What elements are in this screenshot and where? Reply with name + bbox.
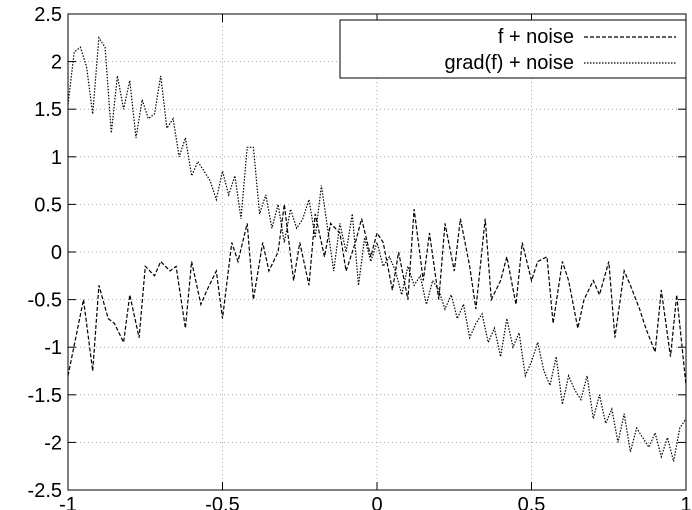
y-tick-label: 2.5 bbox=[34, 4, 62, 26]
series-lines bbox=[67, 36, 687, 462]
x-tick-label: -0.5 bbox=[205, 494, 239, 510]
y-tick-label: -1.5 bbox=[28, 385, 62, 407]
y-tick-label: -2.5 bbox=[28, 480, 62, 502]
legend-label-f-noise: f + noise bbox=[498, 26, 574, 48]
x-tick-label: 0.5 bbox=[518, 494, 546, 510]
legend: f + noise grad(f) + noise bbox=[339, 19, 687, 79]
y-tick-label: -0.5 bbox=[28, 290, 62, 312]
legend-box bbox=[339, 19, 687, 79]
series-line-grad-noise bbox=[67, 36, 687, 462]
grid bbox=[68, 14, 686, 490]
y-tick-label: -1 bbox=[44, 337, 62, 359]
y-tick-label: 1.5 bbox=[34, 99, 62, 121]
legend-label-grad-noise: grad(f) + noise bbox=[444, 52, 574, 74]
x-tick-label: 1 bbox=[680, 494, 691, 510]
series-line-f-noise bbox=[67, 204, 687, 386]
y-tick-label: 0 bbox=[51, 242, 62, 264]
y-tick-label: -2 bbox=[44, 432, 62, 454]
y-tick-label: 2 bbox=[51, 52, 62, 74]
x-tick-label: 0 bbox=[371, 494, 382, 510]
x-tick-label: -1 bbox=[59, 494, 77, 510]
y-tick-label: 0.5 bbox=[34, 194, 62, 216]
y-tick-label: 1 bbox=[51, 147, 62, 169]
axis-ticks: 2.521.510.50-0.5-1-1.5-2-2.5-1 -0.5 0 0.5 1 bbox=[28, 4, 692, 510]
